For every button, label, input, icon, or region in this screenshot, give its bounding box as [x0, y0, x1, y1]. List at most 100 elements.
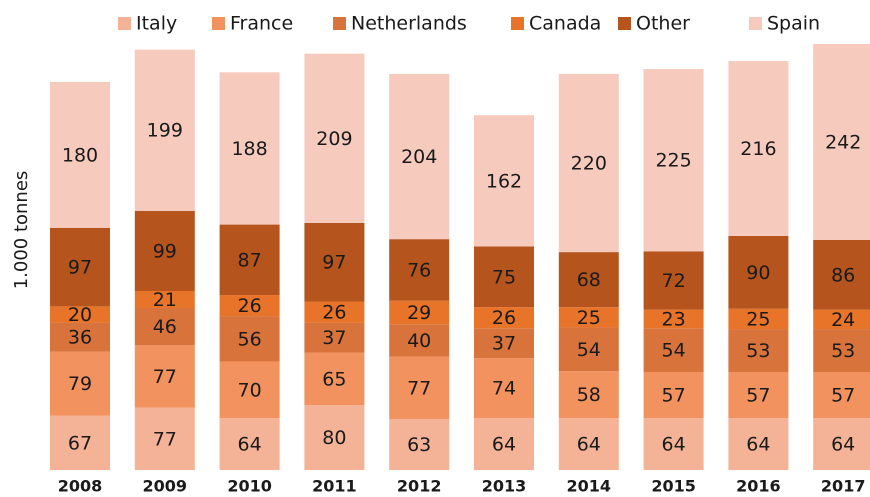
value-label: 79 [68, 373, 92, 395]
value-label: 64 [577, 434, 601, 456]
value-label: 220 [571, 153, 607, 175]
bar-segment [728, 308, 789, 330]
bar-segment [219, 361, 280, 419]
value-label: 40 [407, 330, 431, 352]
bar-segment [728, 60, 789, 236]
value-label: 64 [492, 434, 516, 456]
bar-segment [134, 210, 195, 291]
legend-label: Netherlands [351, 13, 467, 35]
value-label: 90 [746, 262, 770, 284]
value-label: 57 [746, 385, 770, 407]
value-label: 23 [662, 308, 686, 330]
bar-segment [304, 322, 365, 353]
bar-segment [813, 418, 870, 470]
legend-label: Canada [529, 13, 601, 35]
bar-segment [50, 351, 110, 416]
value-label: 29 [407, 302, 431, 324]
bar-segment [304, 222, 365, 302]
x-tick-label: 2010 [227, 477, 272, 496]
bar-segment [304, 352, 365, 406]
legend-label: Italy [136, 13, 177, 35]
bar-segment [134, 290, 195, 308]
x-tick-label: 2014 [567, 477, 612, 496]
bar-segment [389, 324, 450, 357]
bar-segment [389, 73, 450, 240]
value-label: 97 [68, 257, 92, 279]
value-label: 77 [153, 428, 177, 450]
bar-segment [643, 328, 704, 372]
legend-label: France [230, 13, 293, 35]
legend-label: Spain [767, 13, 820, 35]
x-tick-label: 2008 [58, 477, 103, 496]
value-label: 70 [238, 379, 262, 401]
value-label: 57 [831, 385, 855, 407]
value-label: 199 [147, 120, 183, 142]
bar-segment [134, 345, 195, 408]
bar-segment [50, 322, 110, 352]
value-label: 75 [492, 266, 516, 288]
value-label: 26 [492, 307, 516, 329]
value-label: 26 [238, 295, 262, 317]
bar-segment [304, 405, 365, 470]
bar-segment [50, 227, 110, 307]
bar-segment [813, 43, 870, 240]
bar-segment [558, 371, 619, 419]
value-label: 80 [322, 427, 346, 449]
bar-segment [389, 239, 450, 301]
value-label: 225 [655, 150, 691, 172]
legend-swatch [511, 17, 524, 30]
bar-segment [643, 251, 704, 310]
bar-segment [643, 309, 704, 329]
value-label: 76 [407, 259, 431, 281]
value-label: 26 [322, 302, 346, 324]
value-label: 67 [68, 432, 92, 454]
bar-segment [728, 371, 789, 419]
value-label: 53 [831, 340, 855, 362]
value-label: 162 [486, 170, 522, 192]
legend-label: Other [636, 13, 690, 35]
value-label: 54 [662, 340, 686, 362]
value-label: 99 [153, 240, 177, 262]
value-label: 74 [492, 378, 516, 400]
bar-segment [474, 358, 534, 419]
x-tick-label: 2011 [312, 477, 357, 496]
bar-segment [813, 329, 870, 372]
value-label: 242 [825, 131, 861, 153]
value-label: 25 [577, 307, 601, 329]
value-label: 24 [831, 309, 855, 331]
value-label: 25 [746, 308, 770, 330]
value-label: 77 [407, 377, 431, 399]
bar-segment [728, 235, 789, 309]
bar-segment [219, 72, 280, 225]
bar-segment [50, 415, 110, 470]
x-tick-label: 2017 [821, 477, 866, 496]
bar-segment [474, 307, 534, 329]
bar-segment [474, 418, 534, 470]
bar-segment [134, 49, 195, 211]
bar-segment [50, 82, 110, 228]
value-label: 77 [153, 366, 177, 388]
value-label: 64 [831, 434, 855, 456]
x-tick-label: 2012 [397, 477, 442, 496]
bar-segment [728, 418, 789, 470]
value-label: 209 [316, 128, 352, 150]
bar-segment [474, 115, 534, 247]
value-label: 97 [322, 252, 346, 274]
value-label: 204 [401, 146, 437, 168]
value-label: 57 [662, 385, 686, 407]
x-tick-label: 2013 [482, 477, 527, 496]
bar-segment [813, 239, 870, 310]
value-label: 58 [577, 384, 601, 406]
bar-segment [813, 371, 870, 419]
value-label: 46 [153, 316, 177, 338]
bar-segment [219, 295, 280, 317]
bar-segment [389, 418, 450, 470]
value-label: 37 [322, 327, 346, 349]
value-label: 65 [322, 368, 346, 390]
legend-swatch [212, 17, 225, 30]
bar-segment [813, 309, 870, 330]
bar-segment [558, 73, 619, 253]
legend-swatch [333, 17, 346, 30]
x-tick-label: 2016 [736, 477, 781, 496]
value-label: 86 [831, 264, 855, 286]
